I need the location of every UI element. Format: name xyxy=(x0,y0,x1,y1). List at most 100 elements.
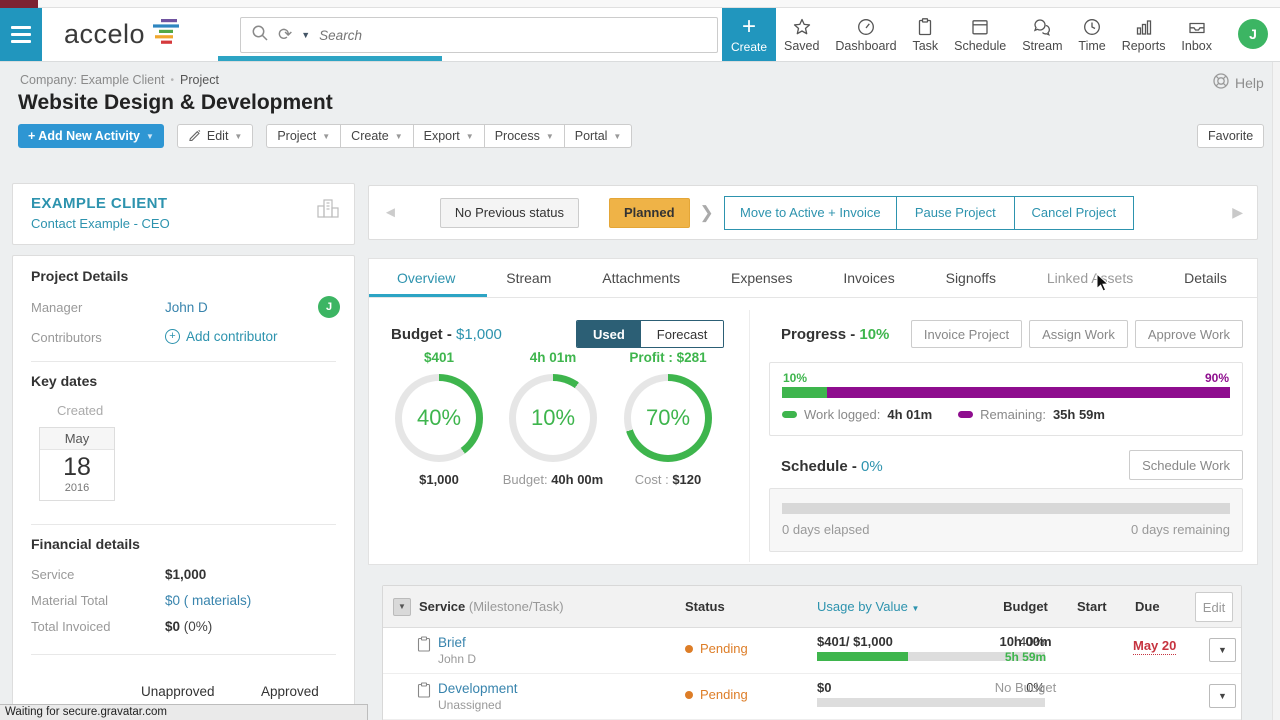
service-table: ▼ Service (Milestone/Task) Status Usage … xyxy=(382,585,1242,720)
nav-item-time[interactable]: Time xyxy=(1076,17,1107,53)
logged-percent-label: 10% xyxy=(783,371,808,385)
nav-item-inbox[interactable]: Inbox xyxy=(1179,17,1214,53)
start-column-header: Start xyxy=(1077,599,1107,614)
edit-table-button[interactable]: Edit xyxy=(1195,592,1233,622)
nav-item-schedule[interactable]: Schedule xyxy=(952,17,1008,53)
collapse-section-button[interactable]: ▼ xyxy=(393,598,411,616)
schedule-work-button[interactable]: Schedule Work xyxy=(1129,450,1243,480)
tab-overview[interactable]: Overview xyxy=(397,270,456,286)
nav-item-task[interactable]: Task xyxy=(910,17,940,53)
recording-artifact xyxy=(0,0,38,8)
nav-item-reports[interactable]: Reports xyxy=(1120,17,1168,53)
milestone-name-link[interactable]: Brief xyxy=(438,635,466,650)
total-invoiced-value: $0 (0%) xyxy=(165,619,213,634)
add-contributor-link[interactable]: + Add contributor xyxy=(165,329,278,344)
flow-next-arrow-icon[interactable]: ▶ xyxy=(1232,204,1243,220)
progress-bar xyxy=(782,387,1230,398)
nav-item-saved[interactable]: Saved xyxy=(782,17,821,53)
pause-project-button[interactable]: Pause Project xyxy=(895,195,1014,230)
chevron-right-icon: ❯ xyxy=(699,202,714,222)
milestone-name-link[interactable]: Development xyxy=(438,681,518,696)
caret-down-icon: ▼ xyxy=(234,131,243,141)
toggle-used[interactable]: Used xyxy=(577,321,641,347)
cancel-project-button[interactable]: Cancel Project xyxy=(1013,195,1134,230)
page-title: Website Design & Development xyxy=(18,91,333,114)
export-menu-button[interactable]: Export ▼ xyxy=(412,124,484,148)
schedule-heading: Schedule - 0% xyxy=(781,458,883,475)
refresh-search-icon[interactable]: ⟳ xyxy=(278,25,293,44)
approved-column-header: Approved xyxy=(261,684,319,699)
material-total-link[interactable]: $0 ( materials) xyxy=(165,593,252,608)
due-date-link[interactable]: May 20 xyxy=(1133,638,1177,655)
breadcrumb: Company: Example Client • Project xyxy=(20,73,219,87)
action-toolbar: + Add New Activity ▼ Edit ▼ Project ▼ Creat… xyxy=(18,124,633,148)
chat-bubbles-icon xyxy=(1032,17,1052,37)
calendar-year: 2016 xyxy=(64,482,90,494)
hamburger-menu-button[interactable] xyxy=(0,8,42,61)
accelo-logo[interactable]: accelo xyxy=(64,18,183,50)
manager-name-link[interactable]: John D xyxy=(165,300,208,315)
search-options-caret-icon[interactable]: ▼ xyxy=(301,30,311,40)
donut-chart-time: 10% xyxy=(509,374,597,462)
approve-work-button[interactable]: Approve Work xyxy=(1134,320,1243,348)
schedule-bar-panel: 0 days elapsed 0 days remaining xyxy=(769,488,1243,552)
tab-expenses[interactable]: Expenses xyxy=(730,270,793,286)
status-actions-group: Move to Active + Invoice Pause Project C… xyxy=(723,195,1134,230)
progress-legend: Work logged: 4h 01m Remaining: 35h 59m xyxy=(782,407,1230,422)
row-actions-dropdown[interactable]: ▼ xyxy=(1209,684,1236,708)
assign-work-button[interactable]: Assign Work xyxy=(1029,320,1128,348)
tab-stream[interactable]: Stream xyxy=(506,270,552,286)
tab-invoices[interactable]: Invoices xyxy=(843,270,895,286)
scrollbar[interactable] xyxy=(1272,62,1280,720)
project-menu-button[interactable]: Project ▼ xyxy=(266,124,341,148)
due-column-header: Due xyxy=(1135,599,1160,614)
material-total-label: Material Total xyxy=(31,593,109,608)
total-invoiced-label: Total Invoiced xyxy=(31,619,111,634)
add-new-activity-button[interactable]: + Add New Activity ▼ xyxy=(18,124,164,148)
usage-bar xyxy=(817,698,1045,707)
search-bar[interactable]: ⟳ ▼ xyxy=(240,17,718,53)
client-contact-link[interactable]: Contact Example - CEO xyxy=(31,216,170,231)
breadcrumb-page[interactable]: Project xyxy=(180,73,219,87)
create-menu-button[interactable]: Create ▼ xyxy=(340,124,413,148)
breadcrumb-separator: • xyxy=(170,74,175,86)
budget-column-header: Budget xyxy=(1003,599,1048,614)
tab-linked-assets[interactable]: Linked Assets xyxy=(1046,270,1134,286)
nav-item-dashboard[interactable]: Dashboard xyxy=(833,17,898,53)
tab-details[interactable]: Details xyxy=(1184,270,1227,286)
manager-avatar[interactable]: J xyxy=(318,296,340,318)
breadcrumb-company[interactable]: Company: Example Client xyxy=(20,73,165,87)
create-button[interactable]: + Create xyxy=(722,8,776,61)
project-details-heading: Project Details xyxy=(31,268,129,284)
status-badge: Pending xyxy=(685,687,748,702)
invoice-project-button[interactable]: Invoice Project xyxy=(910,320,1023,348)
tab-signoffs[interactable]: Signoffs xyxy=(945,270,996,286)
schedule-bar xyxy=(782,503,1230,514)
help-link[interactable]: Help xyxy=(1212,72,1264,93)
budget-value-donut: $401 40% $1,000 xyxy=(383,350,495,487)
tab-attachments[interactable]: Attachments xyxy=(602,270,681,286)
nav-item-stream[interactable]: Stream xyxy=(1020,17,1064,53)
user-avatar[interactable]: J xyxy=(1238,19,1268,49)
remaining-legend-swatch xyxy=(958,411,974,418)
days-elapsed-label: 0 days elapsed xyxy=(782,522,870,537)
favorite-button[interactable]: Favorite xyxy=(1197,124,1265,148)
donut-chart-value: 40% xyxy=(395,374,483,462)
status-column-header: Status xyxy=(685,599,725,614)
logged-legend-swatch xyxy=(782,411,797,418)
flow-previous-arrow-icon[interactable]: ◄ xyxy=(383,204,398,221)
edit-button[interactable]: Edit ▼ xyxy=(176,124,254,148)
process-menu-button[interactable]: Process ▼ xyxy=(483,124,564,148)
status-dot-icon xyxy=(685,690,693,699)
move-to-active-invoice-button[interactable]: Move to Active + Invoice xyxy=(723,195,896,230)
client-name-link[interactable]: EXAMPLE CLIENT xyxy=(31,195,168,212)
divider xyxy=(31,654,336,655)
toggle-forecast[interactable]: Forecast xyxy=(640,321,724,347)
row-actions-dropdown[interactable]: ▼ xyxy=(1209,638,1236,662)
portal-menu-button[interactable]: Portal ▼ xyxy=(563,124,633,148)
usage-sort-dropdown[interactable]: Usage by Value ▼ xyxy=(817,599,920,614)
overview-panel: Budget - $1,000 Used Forecast $401 40% $… xyxy=(368,298,1258,565)
milestone-icon xyxy=(417,636,431,655)
search-icon xyxy=(251,24,269,47)
search-input[interactable] xyxy=(319,27,650,43)
